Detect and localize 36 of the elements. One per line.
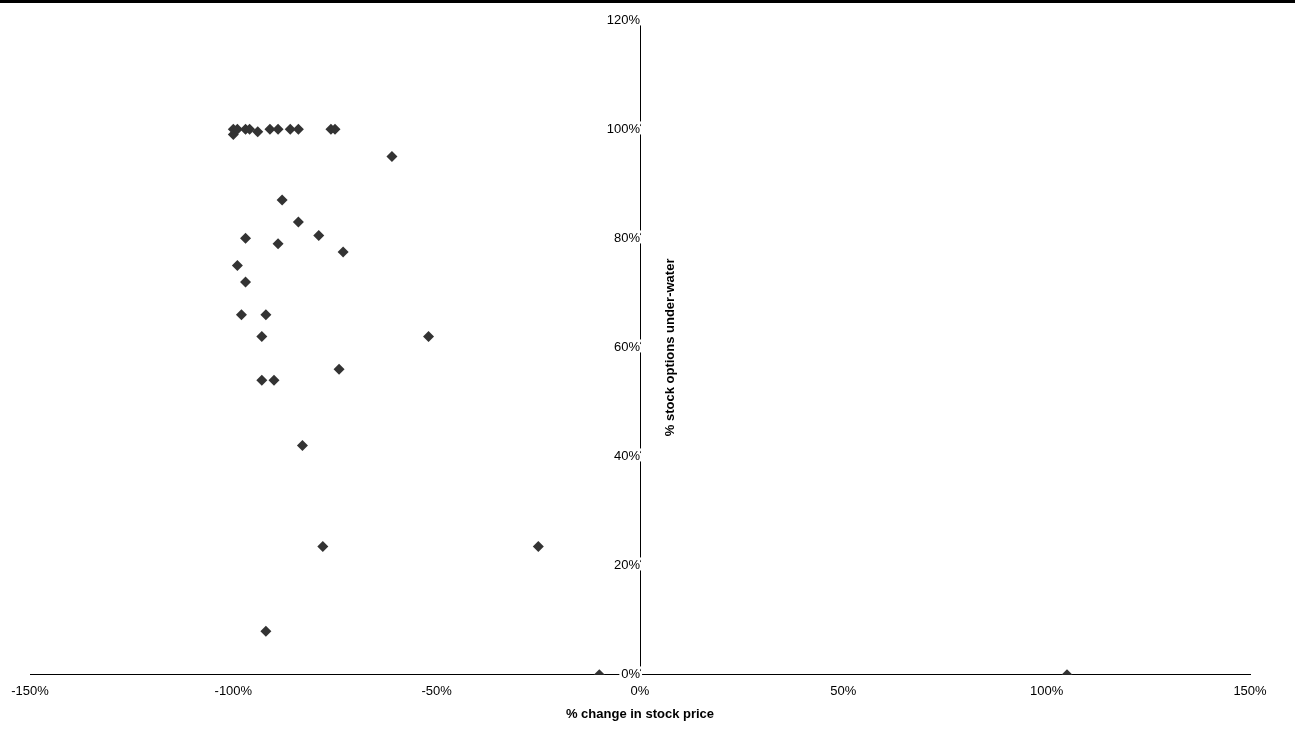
point — [313, 230, 325, 242]
x-tick-label: 50% — [830, 683, 857, 699]
y-tick-label: 20% — [613, 557, 641, 573]
point — [317, 541, 329, 553]
point — [231, 260, 243, 272]
point — [240, 276, 252, 288]
x-tick-label: -150% — [11, 683, 50, 699]
point — [296, 440, 308, 452]
point — [532, 541, 544, 553]
x-tick-label: -100% — [214, 683, 253, 699]
point — [240, 232, 252, 244]
point — [423, 330, 435, 342]
point — [268, 374, 280, 386]
point — [272, 238, 284, 250]
y-tick-label: 40% — [613, 448, 641, 464]
point — [256, 330, 268, 342]
x-tick-label: -50% — [421, 683, 453, 699]
point — [292, 216, 304, 228]
point — [386, 150, 398, 162]
x-axis-title: % change in stock price — [565, 705, 715, 721]
point — [235, 309, 247, 321]
y-tick-label: 100% — [606, 120, 641, 136]
point — [260, 309, 272, 321]
point — [256, 374, 268, 386]
y-tick-label: 60% — [613, 338, 641, 354]
point — [260, 625, 272, 637]
point — [337, 246, 349, 258]
y-axis-title: % stock options under-water — [661, 258, 677, 437]
x-tick-label: 150% — [1233, 683, 1268, 699]
point — [333, 363, 345, 375]
point — [276, 194, 288, 206]
point — [284, 123, 296, 135]
y-tick-label: 80% — [613, 229, 641, 245]
y-tick-label: 120% — [606, 11, 641, 27]
x-tick-label: 100% — [1030, 683, 1064, 699]
point — [252, 126, 264, 138]
